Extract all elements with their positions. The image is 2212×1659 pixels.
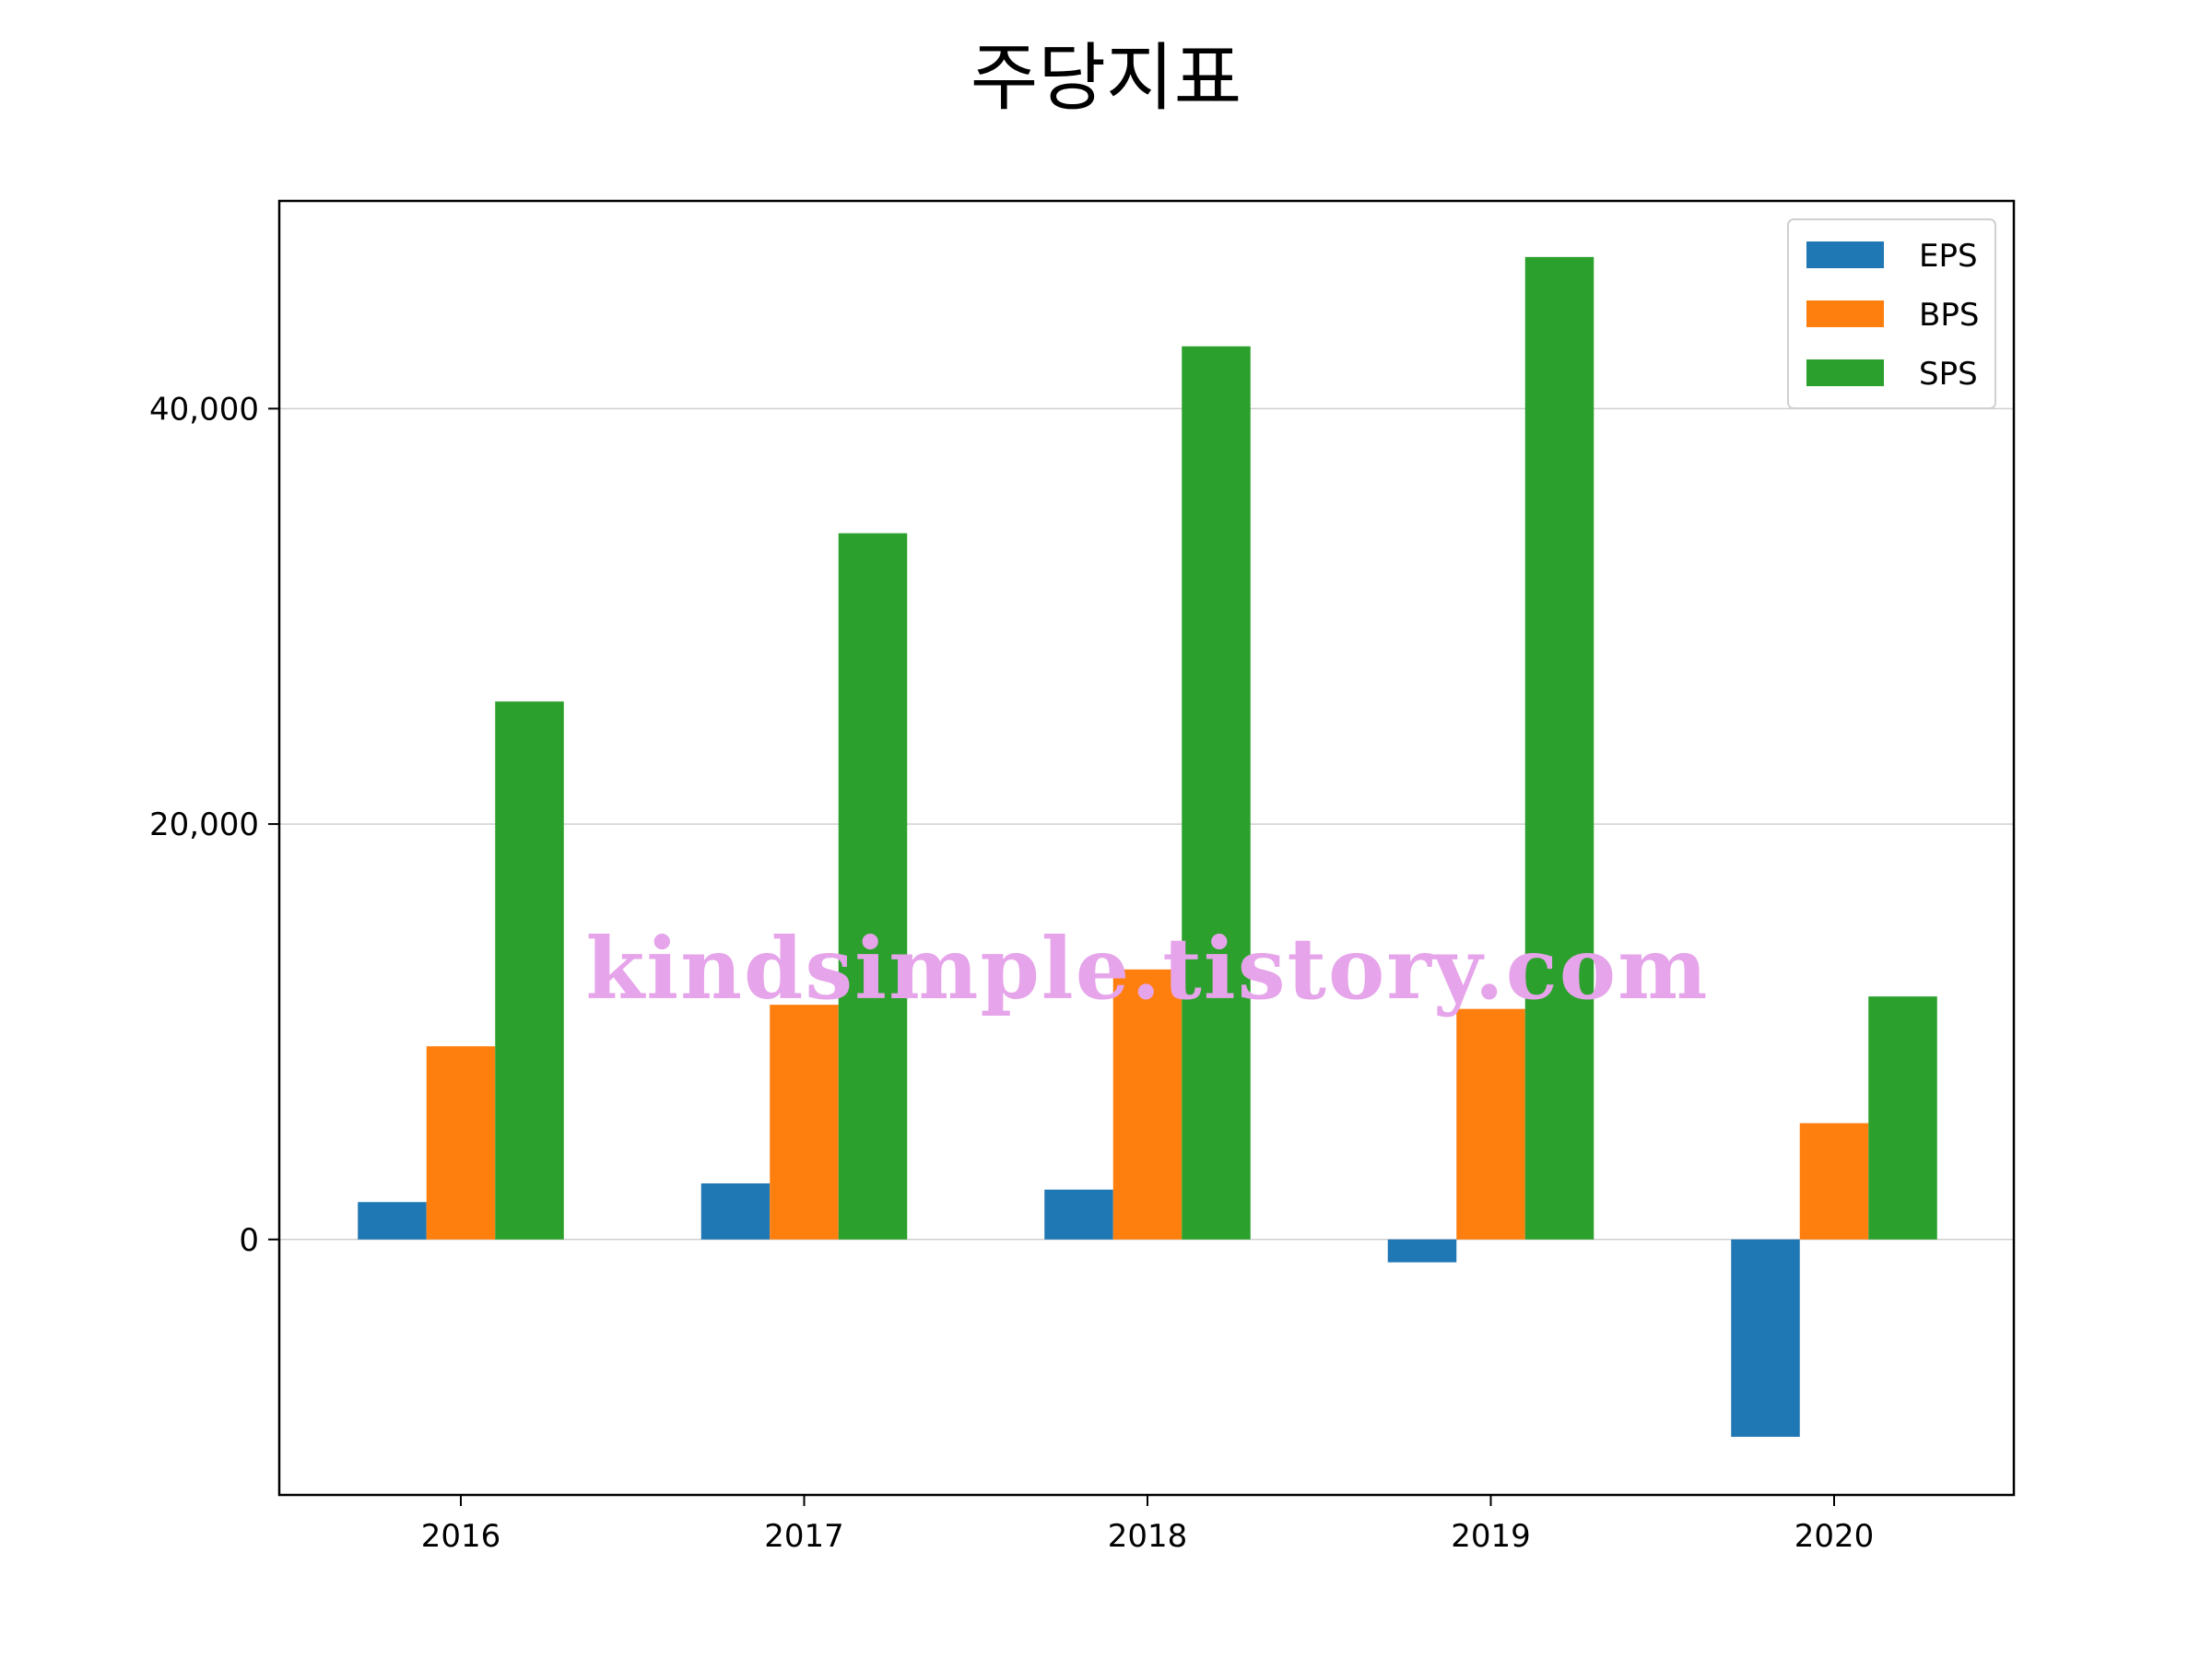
y-tick-label: 40,000 bbox=[149, 391, 259, 428]
bar-bps-2017 bbox=[770, 1005, 839, 1240]
x-tick-label: 2020 bbox=[1794, 1518, 1875, 1555]
legend-label-eps: EPS bbox=[1919, 238, 1978, 275]
bar-bps-2018 bbox=[1112, 969, 1182, 1240]
x-axis: 2016 2017 2018 2019 2020 bbox=[421, 1495, 1875, 1555]
bar-bps-2019 bbox=[1456, 1008, 1525, 1240]
bar-sps-2016 bbox=[495, 701, 564, 1240]
legend-swatch-eps bbox=[1806, 241, 1884, 268]
bar-eps-2017 bbox=[700, 1182, 771, 1240]
x-tick-label: 2019 bbox=[1451, 1518, 1531, 1555]
bar-sps-2018 bbox=[1182, 346, 1251, 1240]
bar-eps-2020 bbox=[1731, 1239, 1800, 1437]
y-tick-label: 0 bbox=[239, 1222, 259, 1259]
legend: EPS BPS SPS bbox=[1787, 218, 1996, 409]
bar-bps-2016 bbox=[426, 1046, 496, 1240]
bar-sps-2019 bbox=[1524, 256, 1594, 1240]
watermark: kindsimple.tistory.com bbox=[585, 919, 1709, 1018]
legend-swatch-bps bbox=[1806, 300, 1884, 327]
x-tick-label: 2016 bbox=[421, 1518, 501, 1555]
chart-title: 주당지표 bbox=[970, 35, 1242, 121]
bar-eps-2019 bbox=[1387, 1239, 1457, 1263]
bar-eps-2018 bbox=[1044, 1189, 1113, 1240]
bar-eps-2016 bbox=[358, 1202, 427, 1240]
y-tick-label: 20,000 bbox=[149, 806, 259, 843]
legend-swatch-sps bbox=[1806, 359, 1884, 386]
bar-sps-2020 bbox=[1868, 996, 1937, 1240]
x-tick-label: 2018 bbox=[1108, 1518, 1188, 1555]
legend-label-sps: SPS bbox=[1919, 356, 1978, 393]
legend-label-bps: BPS bbox=[1919, 297, 1979, 334]
y-axis: 0 20,000 40,000 bbox=[149, 391, 279, 1259]
bar-sps-2017 bbox=[838, 533, 908, 1240]
bar-bps-2020 bbox=[1799, 1123, 1869, 1240]
x-tick-label: 2017 bbox=[764, 1518, 844, 1555]
bars bbox=[358, 256, 1937, 1437]
